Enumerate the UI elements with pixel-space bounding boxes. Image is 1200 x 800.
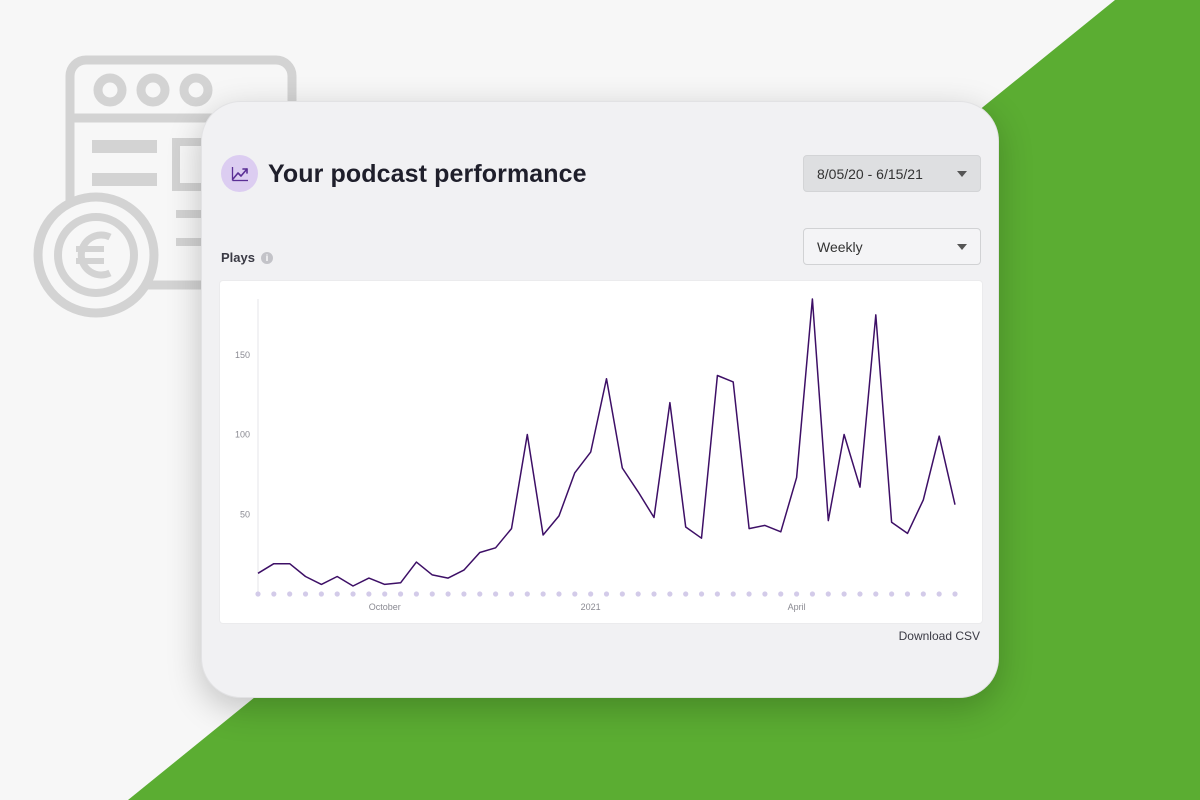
baseline-dot [382, 591, 388, 597]
baseline-dot [540, 591, 546, 597]
chevron-down-icon [957, 170, 967, 177]
baseline-dot [271, 591, 277, 597]
baseline-dot [287, 591, 293, 597]
metric-label-text: Plays [221, 250, 255, 265]
y-tick-label: 150 [235, 350, 250, 360]
plays-chart: 50 100 150 October 2021 April [220, 281, 982, 623]
date-range-select[interactable]: 8/05/20 - 6/15/21 [803, 155, 981, 192]
baseline-dot [508, 591, 515, 597]
performance-card: Your podcast performance 8/05/20 - 6/15/… [201, 101, 999, 698]
baseline-dot [667, 591, 673, 597]
download-csv-link[interactable]: Download CSV [898, 629, 980, 643]
baseline-dot [556, 591, 562, 597]
y-tick-label: 50 [240, 509, 250, 519]
plays-line-chart: 50 100 150 October 2021 April [235, 298, 958, 612]
baseline-dot [778, 591, 784, 597]
baseline-dot [493, 591, 499, 597]
baseline-dot [825, 591, 831, 597]
baseline-dot [809, 591, 816, 597]
baseline-dot [841, 591, 847, 597]
browser-window-euro-icon [33, 55, 297, 318]
baseline-dot [904, 591, 911, 597]
baseline-dot [334, 591, 340, 597]
baseline-dot [255, 591, 261, 597]
baseline-dot [920, 591, 926, 597]
baseline-dot [619, 591, 625, 597]
baseline-dot [445, 591, 451, 597]
baseline-dot [429, 591, 435, 597]
baseline-dot [572, 591, 578, 597]
baseline-dot [730, 591, 736, 597]
x-tick-label: October [369, 602, 401, 612]
baseline-dot [651, 591, 657, 597]
baseline-dot [603, 591, 610, 597]
plays-series-line [257, 298, 956, 587]
baseline-dot [857, 591, 863, 597]
baseline-dot [588, 591, 594, 597]
baseline-dot [952, 591, 958, 597]
baseline-dot [889, 591, 895, 597]
baseline-dot [698, 591, 705, 597]
baseline-dot [397, 591, 404, 597]
baseline-dot [461, 591, 467, 597]
baseline-dot [413, 591, 420, 597]
x-tick-label: April [788, 602, 806, 612]
metric-label: Plays i [221, 250, 273, 265]
info-icon[interactable]: i [260, 251, 273, 264]
page-title: Your podcast performance [268, 160, 587, 188]
baseline-dot [762, 591, 768, 597]
trending-up-icon [221, 155, 258, 192]
frequency-select[interactable]: Weekly [803, 228, 981, 265]
baseline-dot [477, 591, 483, 597]
date-range-value: 8/05/20 - 6/15/21 [817, 165, 923, 182]
baseline-dot [524, 591, 530, 597]
baseline-dot [635, 591, 641, 597]
chevron-down-icon [957, 243, 967, 250]
frequency-value: Weekly [817, 238, 863, 255]
baseline-dot [318, 591, 324, 597]
y-tick-label: 100 [235, 430, 250, 440]
baseline-dot [350, 591, 356, 597]
baseline-dot [746, 591, 752, 597]
baseline-dot [683, 591, 689, 597]
baseline-dot [302, 591, 309, 597]
baseline-dot [873, 591, 879, 597]
baseline-dot [793, 591, 800, 597]
baseline-dot [936, 591, 942, 597]
baseline-dot [714, 591, 720, 597]
x-tick-label: 2021 [581, 602, 601, 612]
baseline-dot [366, 591, 372, 597]
